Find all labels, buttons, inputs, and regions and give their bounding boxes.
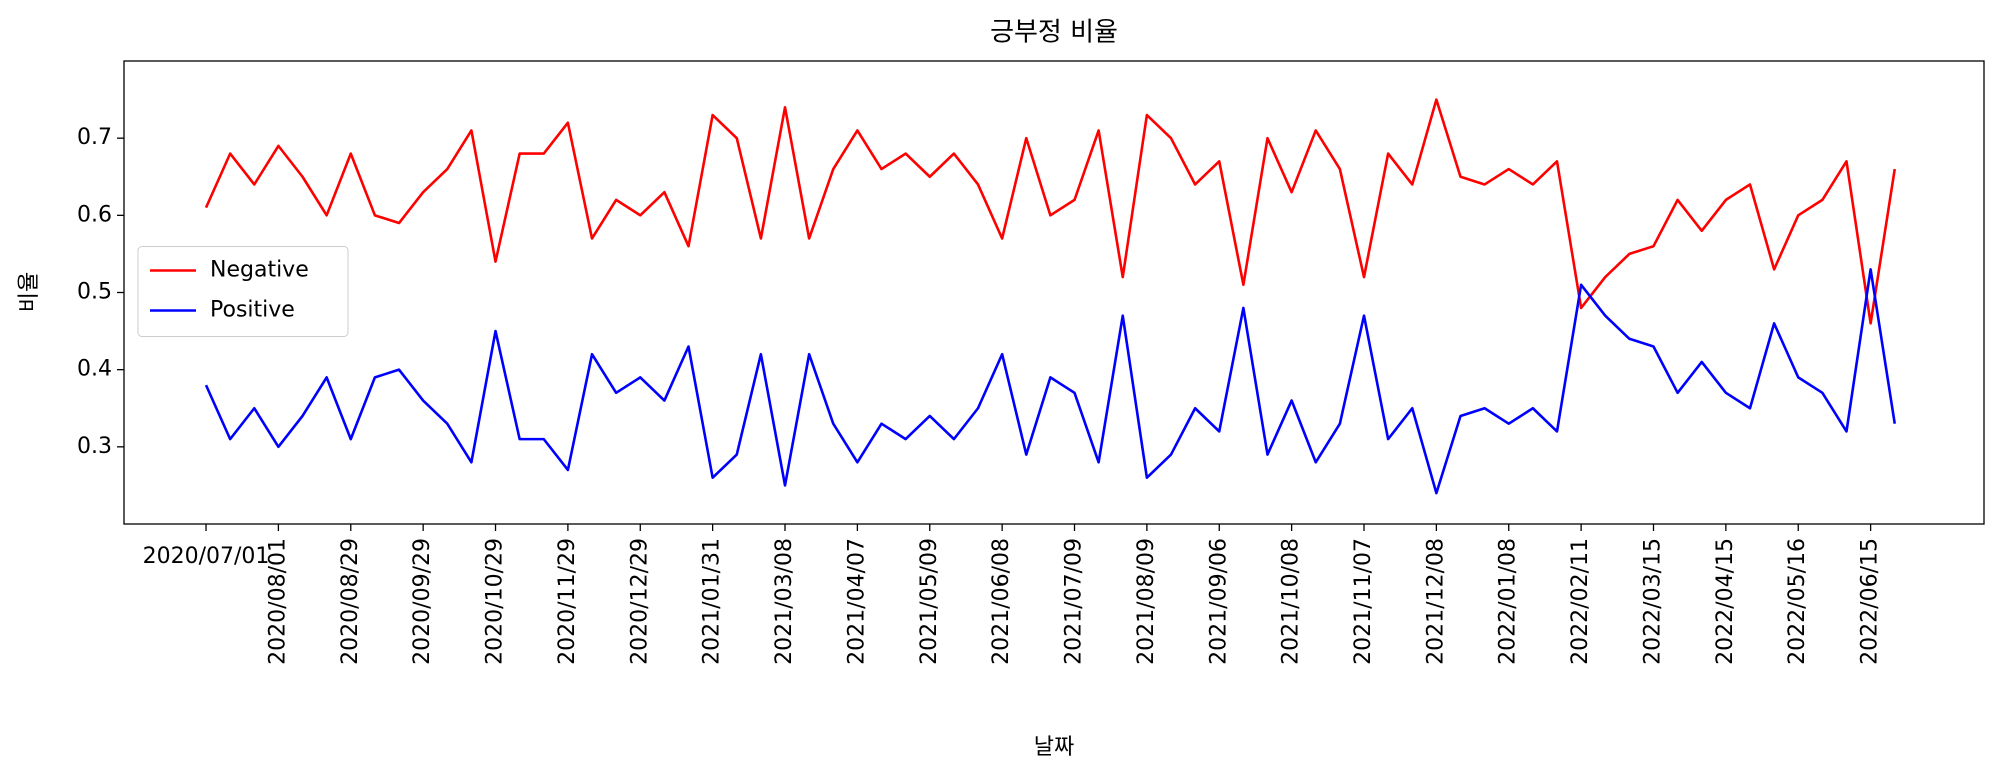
- x-tick-label: 2021/09/06: [1206, 538, 1231, 665]
- y-tick-label: 0.6: [77, 202, 112, 227]
- y-tick-label: 0.3: [77, 434, 112, 459]
- x-tick-label: 2021/04/07: [844, 538, 869, 665]
- y-axis-label: 비율: [17, 272, 42, 312]
- x-axis-label: 날짜: [1034, 735, 1074, 760]
- y-tick-label: 0.4: [77, 357, 112, 382]
- x-tick-label: 2020/08/29: [338, 538, 363, 665]
- x-tick-label: 2020/10/29: [483, 538, 508, 665]
- x-tick-label: 2021/01/31: [700, 538, 725, 665]
- x-tick-label: 2021/06/08: [989, 538, 1014, 665]
- y-tick-label: 0.5: [77, 280, 112, 305]
- x-tick-label: 2022/03/15: [1640, 538, 1665, 665]
- x-tick-label: 2020/09/29: [410, 538, 435, 665]
- legend-label: Negative: [210, 258, 309, 283]
- legend-label: Positive: [210, 298, 295, 323]
- x-tick-label: 2020/07/01: [143, 544, 270, 569]
- x-tick-label: 2022/06/15: [1858, 538, 1883, 665]
- x-tick-label: 2022/04/15: [1713, 538, 1738, 665]
- x-tick-label: 2022/05/16: [1785, 538, 1810, 665]
- x-tick-label: 2021/05/09: [917, 538, 942, 665]
- x-tick-label: 2021/11/07: [1351, 538, 1376, 665]
- line-series: [204, 98, 1897, 325]
- line-series: [204, 268, 1897, 495]
- x-tick-label: 2021/08/09: [1134, 538, 1159, 665]
- x-tick-label: 2022/01/08: [1496, 538, 1521, 665]
- x-tick-label: 2021/07/09: [1062, 538, 1087, 665]
- x-tick-label: 2021/12/08: [1423, 538, 1448, 665]
- x-tick-label: 2020/08/01: [265, 538, 290, 665]
- x-tick-label: 2021/03/08: [772, 538, 797, 665]
- x-tick-label: 2020/11/29: [555, 538, 580, 665]
- chart-title: 긍부정 비율: [990, 18, 1118, 48]
- x-tick-label: 2022/02/11: [1568, 538, 1593, 665]
- y-tick-label: 0.7: [77, 125, 112, 150]
- x-tick-label: 2021/10/08: [1279, 538, 1304, 665]
- legend-box: [137, 246, 349, 337]
- plot-frame: [123, 60, 1985, 525]
- x-tick-label: 2020/12/29: [627, 538, 652, 665]
